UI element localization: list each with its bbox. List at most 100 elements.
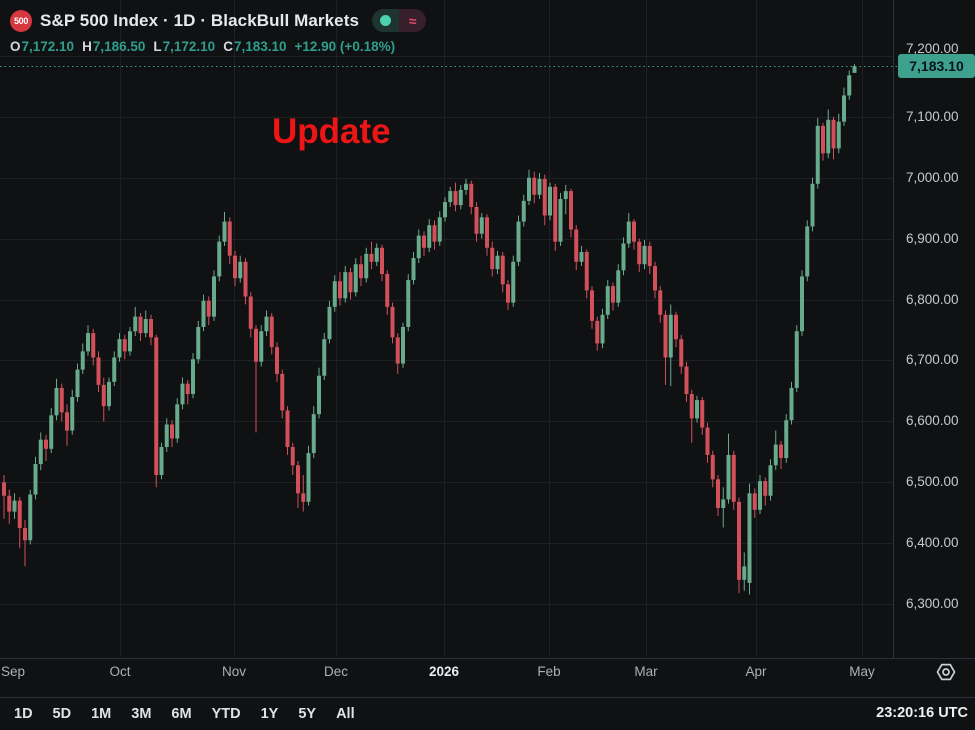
candle — [611, 286, 615, 303]
candle — [332, 281, 337, 307]
price-axis[interactable]: 7,200.00 7,100.00 7,000.00 6,900.00 6,800.00… — [893, 0, 975, 658]
candle — [763, 481, 768, 496]
candle — [406, 280, 411, 327]
time-tick-label-dec: Dec — [323, 664, 349, 679]
candle — [810, 183, 815, 227]
range-button-1m[interactable]: 1M — [91, 705, 112, 722]
ohlc-close-label: C — [223, 39, 233, 54]
candle — [254, 328, 258, 362]
candle — [353, 264, 358, 293]
settings-gear-icon[interactable] — [935, 661, 957, 683]
candle — [842, 95, 846, 122]
range-button-6m[interactable]: 6M — [171, 705, 192, 722]
candle — [364, 253, 369, 279]
candle — [290, 447, 295, 466]
candle — [33, 464, 38, 495]
candle — [385, 273, 390, 307]
candle — [616, 270, 621, 303]
candle — [500, 255, 505, 285]
candle — [180, 383, 185, 405]
candle — [453, 191, 458, 206]
status-toggle[interactable]: ≈ — [372, 9, 427, 32]
candle — [647, 245, 652, 267]
symbol-title[interactable]: S&P 500 Index · 1D · BlackBull Markets — [40, 10, 360, 30]
chart-header: 500 S&P 500 Index · 1D · BlackBull Marke… — [10, 9, 427, 54]
symbol-logo: 500 — [10, 9, 32, 32]
candle — [201, 300, 206, 327]
candle — [710, 454, 715, 480]
candle — [269, 316, 274, 348]
time-tick-label-oct: Oct — [109, 664, 131, 679]
candle — [322, 339, 327, 376]
candle — [75, 369, 80, 398]
candle — [138, 316, 143, 334]
candle — [689, 394, 694, 419]
candle — [632, 221, 636, 242]
candle — [259, 331, 264, 362]
candle — [395, 337, 400, 364]
candle — [464, 183, 468, 190]
candle — [427, 225, 432, 248]
candle — [54, 387, 59, 416]
time-tick-label-2026: 2026 — [428, 664, 460, 679]
candle — [96, 357, 101, 385]
candle — [511, 261, 516, 303]
candle — [716, 479, 720, 508]
candle — [784, 420, 789, 458]
candle — [574, 229, 579, 262]
candle — [773, 444, 778, 466]
range-button-1d[interactable]: 1D — [14, 705, 33, 722]
candle — [107, 381, 111, 407]
clock-utc[interactable]: 23:20:16 UTC — [876, 705, 968, 721]
range-button-all[interactable]: All — [336, 705, 355, 722]
price-tick-label: 6,900.00 — [906, 230, 959, 246]
candle — [280, 373, 285, 411]
range-button-ytd[interactable]: YTD — [211, 705, 241, 722]
range-button-5y[interactable]: 5Y — [298, 705, 317, 722]
candle — [401, 326, 405, 364]
candle — [359, 264, 363, 279]
range-button-1y[interactable]: 1Y — [260, 705, 279, 722]
candle — [563, 191, 568, 200]
price-tick-label: 6,800.00 — [906, 291, 959, 307]
last-price-badge: 7,183.10 — [898, 54, 975, 79]
ohlc-low-label: L — [153, 39, 162, 54]
candle — [532, 177, 537, 195]
candle — [59, 387, 64, 413]
candle — [28, 494, 33, 541]
candle — [91, 333, 96, 358]
candle — [49, 415, 54, 449]
range-button-3m[interactable]: 3M — [131, 705, 152, 722]
candle — [847, 75, 852, 96]
ohlc-open-value: 7,172.10 — [21, 39, 75, 54]
range-button-5d[interactable]: 5D — [52, 705, 72, 722]
candle — [758, 481, 762, 510]
time-tick-label-feb: Feb — [537, 664, 561, 679]
candle — [206, 300, 211, 317]
candle — [80, 351, 85, 370]
candle — [684, 366, 689, 395]
candle — [432, 225, 437, 242]
candle — [2, 482, 6, 496]
candle — [637, 241, 642, 265]
candle — [642, 245, 647, 265]
candle — [248, 296, 253, 329]
candle — [238, 261, 243, 279]
candle — [101, 384, 106, 407]
candle — [653, 266, 657, 291]
candle — [789, 387, 794, 421]
time-tick-label-sep: Sep — [0, 664, 26, 679]
candle — [154, 337, 159, 476]
time-axis[interactable]: Sep Oct Nov Dec 2026 Feb Mar Apr May — [0, 658, 975, 697]
candle — [663, 314, 668, 358]
candle — [296, 465, 300, 494]
candle — [700, 400, 705, 428]
symbol-row: 500 S&P 500 Index · 1D · BlackBull Marke… — [10, 9, 427, 32]
candle — [343, 272, 348, 299]
candle — [448, 191, 453, 203]
candle — [437, 217, 442, 242]
candle — [605, 286, 610, 315]
update-annotation[interactable]: Update — [272, 112, 391, 151]
